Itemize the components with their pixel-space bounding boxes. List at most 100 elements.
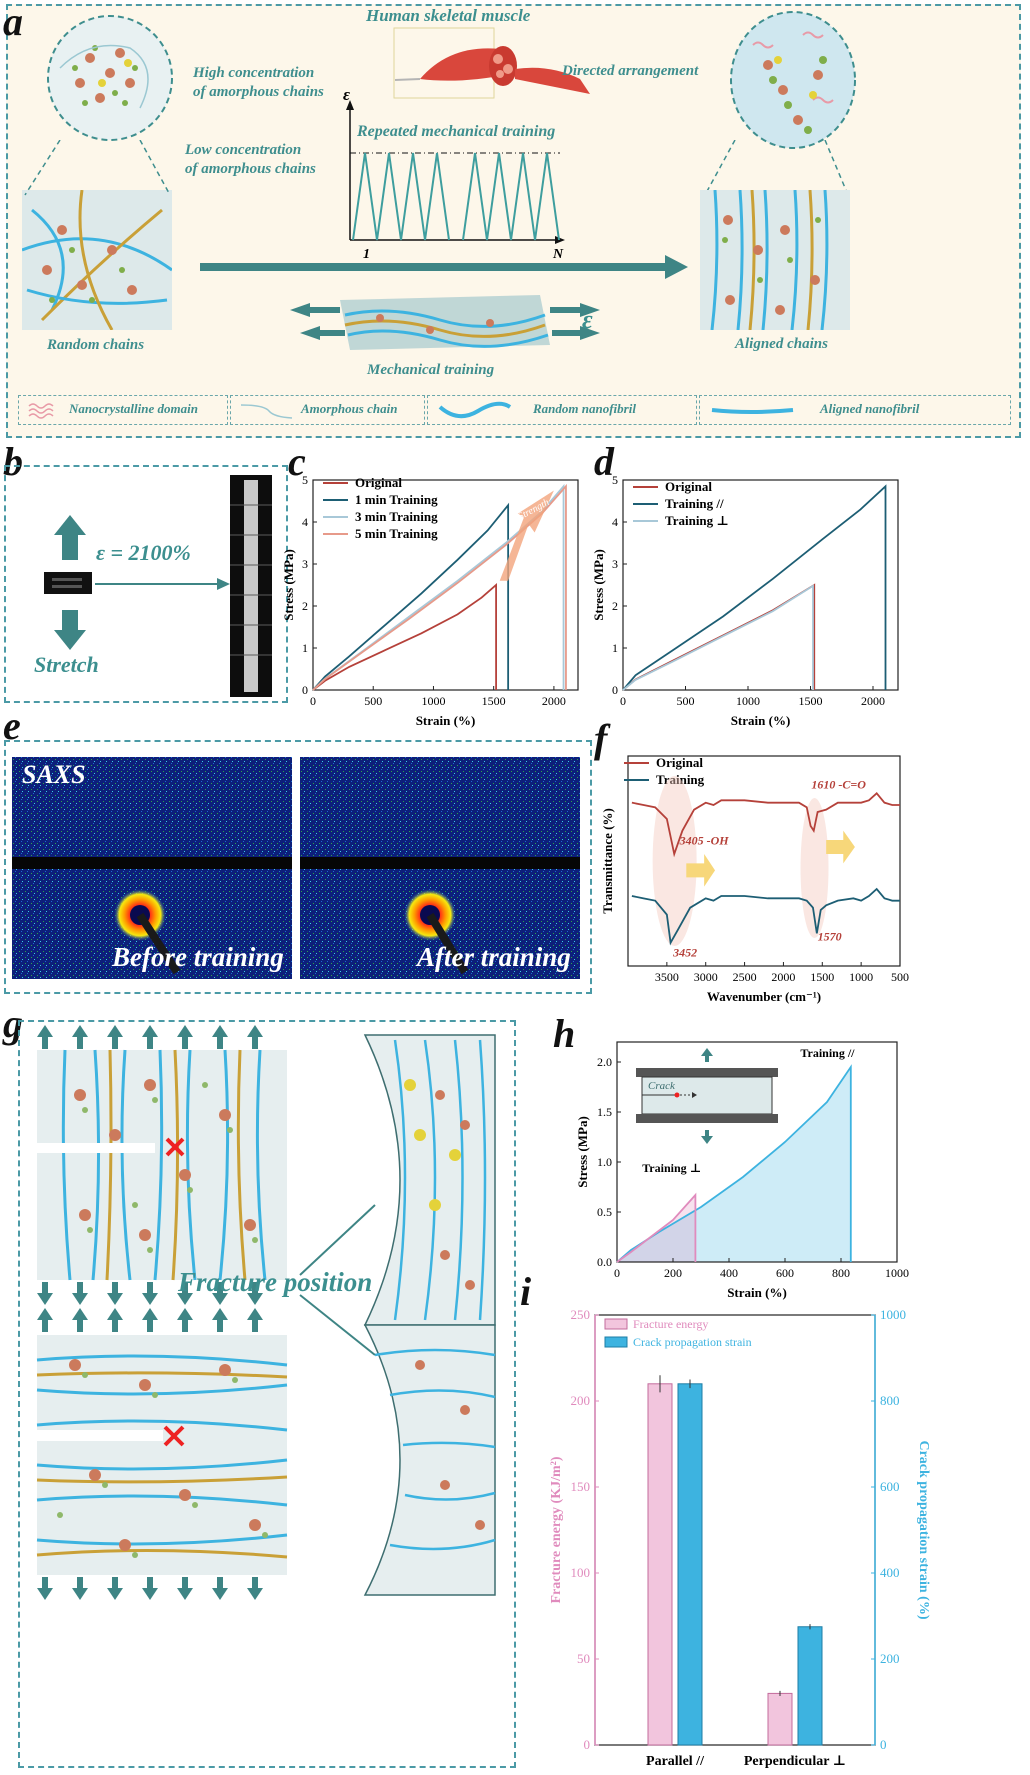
after-training-label: After training bbox=[417, 942, 571, 972]
legend-cell-amorphous: Amorphous chain bbox=[230, 395, 425, 425]
series-line-3 bbox=[312, 483, 567, 691]
y2-tick-label: 400 bbox=[880, 1565, 900, 1580]
crack-test-schematic: Crack bbox=[636, 1048, 778, 1144]
stretch-label: Stretch bbox=[34, 652, 99, 677]
saxs-after-image bbox=[300, 757, 580, 979]
series-line-1 bbox=[622, 484, 887, 691]
y-tick-label: 200 bbox=[571, 1393, 591, 1408]
y-tick-label: 50 bbox=[577, 1651, 590, 1666]
legend-label-2: 3 min Training bbox=[355, 509, 438, 524]
panel-b-letter: b bbox=[3, 439, 23, 484]
high-conc-line2: of amorphous chains bbox=[193, 84, 324, 100]
crack-label: Crack bbox=[648, 1080, 676, 1092]
bar-crack-strain bbox=[797, 1626, 823, 1746]
x-tick-label: 2000 bbox=[771, 970, 795, 984]
legend-cell-random-nanofibril: Random nanofibril bbox=[427, 395, 697, 425]
x-tick-label: 600 bbox=[776, 1266, 794, 1280]
y-tick-label: 0 bbox=[612, 683, 618, 697]
x-tick-label: 1500 bbox=[810, 970, 834, 984]
sample-small bbox=[44, 572, 92, 594]
legend-swatch-1 bbox=[604, 1336, 628, 1348]
stretched-sample-photo bbox=[230, 475, 272, 697]
legend-label-0: Original bbox=[665, 479, 712, 494]
epsilon-axis-label: ε bbox=[343, 85, 350, 104]
aligned-bubble bbox=[730, 11, 856, 149]
training-parallel-label: Training // bbox=[800, 1046, 855, 1060]
high-concentration-bubble bbox=[47, 15, 173, 141]
x-tick-label: 1000 bbox=[885, 1266, 909, 1280]
x-axis-label: Strain (%) bbox=[731, 713, 791, 728]
y-tick-label: 1.0 bbox=[597, 1155, 612, 1169]
panel-g-frame bbox=[18, 1020, 516, 1768]
stretch-arrows bbox=[54, 515, 86, 650]
x-tick-label: 2000 bbox=[861, 694, 885, 708]
x-tick-label: 400 bbox=[720, 1266, 738, 1280]
zoom-lines-right bbox=[704, 140, 849, 196]
y2-tick-label: 200 bbox=[880, 1651, 900, 1666]
legend-label-2: Training ⊥ bbox=[665, 513, 729, 528]
y-tick-label: 1.5 bbox=[597, 1105, 612, 1119]
bar-fracture-energy bbox=[647, 1383, 673, 1746]
y-tick-label: 5 bbox=[302, 473, 308, 487]
mechanical-training-label: Mechanical training bbox=[367, 362, 495, 378]
series-fill-1 bbox=[617, 1195, 696, 1262]
panel-e-frame bbox=[4, 740, 592, 994]
panel-e-letter: e bbox=[3, 703, 21, 748]
panel-d-letter: d bbox=[594, 439, 614, 484]
x-tick-label: 0 bbox=[614, 1266, 620, 1280]
y-tick-label: 2.0 bbox=[597, 1055, 612, 1069]
y-axis-label: Transmittance (%) bbox=[600, 808, 615, 914]
y-tick-label: 4 bbox=[302, 515, 308, 529]
y-tick-label: 0 bbox=[584, 1737, 591, 1752]
plot-frame bbox=[622, 479, 899, 691]
x-tick-label: 200 bbox=[664, 1266, 682, 1280]
axis-end: N bbox=[552, 247, 564, 260]
x-tick-label: 0 bbox=[620, 694, 626, 708]
axis-start: 1 bbox=[363, 247, 370, 260]
legend-label-0: Original bbox=[656, 755, 703, 770]
x-tick-label: 2500 bbox=[733, 970, 757, 984]
legend-label-1: Training // bbox=[665, 496, 724, 511]
legend-random-nanofibril: Random nanofibril bbox=[533, 401, 636, 416]
fracture-position-label: Fracture position bbox=[178, 1267, 373, 1297]
training-perp-label: Training ⊥ bbox=[642, 1161, 701, 1175]
y-tick-label: 100 bbox=[571, 1565, 591, 1580]
y-tick-label: 1 bbox=[302, 641, 308, 655]
y2-tick-label: 0 bbox=[880, 1737, 887, 1752]
legend-label-0: Original bbox=[355, 475, 402, 490]
legend-amorphous: Amorphous chain bbox=[301, 401, 398, 416]
y-axis-label: Stress (MPa) bbox=[283, 549, 296, 621]
x-axis-label: Strain (%) bbox=[416, 713, 476, 728]
category-label: Perpendicular ⊥ bbox=[744, 1754, 846, 1769]
shift-arrow-co bbox=[826, 830, 855, 864]
x-tick-label: 500 bbox=[364, 694, 382, 708]
series-line-0 bbox=[312, 583, 497, 691]
y-tick-label: 0.0 bbox=[597, 1255, 612, 1269]
aligned-chains-illustration bbox=[700, 190, 850, 330]
panel-h-letter: h bbox=[553, 1011, 576, 1056]
y-axis-label: Stress (MPa) bbox=[593, 549, 606, 621]
epsilon-arrow-label: ε bbox=[582, 305, 593, 334]
repeated-training-label: Repeated mechanical training bbox=[357, 123, 556, 140]
random-nanofibril-icon bbox=[438, 401, 512, 419]
y-tick-label: 0 bbox=[302, 683, 308, 697]
low-conc-line2: of amorphous chains bbox=[185, 161, 316, 177]
training-cycles-graph: ε 1 N bbox=[343, 85, 565, 260]
legend-cell-nanocrystalline: Nanocrystalline domain bbox=[18, 395, 228, 425]
x-tick-label: 0 bbox=[310, 694, 316, 708]
oh-highlight bbox=[652, 776, 697, 946]
y2-axis-label: Crack propagation strain (%) bbox=[916, 1440, 930, 1619]
strain-label: ε = 2100% bbox=[96, 540, 191, 565]
aligned-chains-label: Aligned chains bbox=[735, 336, 828, 352]
random-chains-label: Random chains bbox=[47, 337, 145, 353]
directed-arrangement-label: Directed arrangement bbox=[562, 63, 699, 79]
y2-tick-label: 800 bbox=[880, 1393, 900, 1408]
chart-d-stress-strain: 0 500 1000 1500 2000 0 1 2 3 4 5 Strain (%) Stress (… bbox=[593, 473, 899, 728]
x-tick-label: 1000 bbox=[421, 694, 445, 708]
annotation-1610: 1610 -C=O bbox=[811, 778, 866, 792]
chart-f-ftir: 3500 3000 2500 2000 1500 1000 500 Wavenumber (c… bbox=[600, 755, 909, 1004]
y-axis-label: Fracture energy (KJ/m²) bbox=[549, 1456, 564, 1603]
panel-c-letter: c bbox=[288, 439, 306, 484]
y-tick-label: 2 bbox=[302, 599, 308, 613]
legend-label-1: 1 min Training bbox=[355, 492, 438, 507]
